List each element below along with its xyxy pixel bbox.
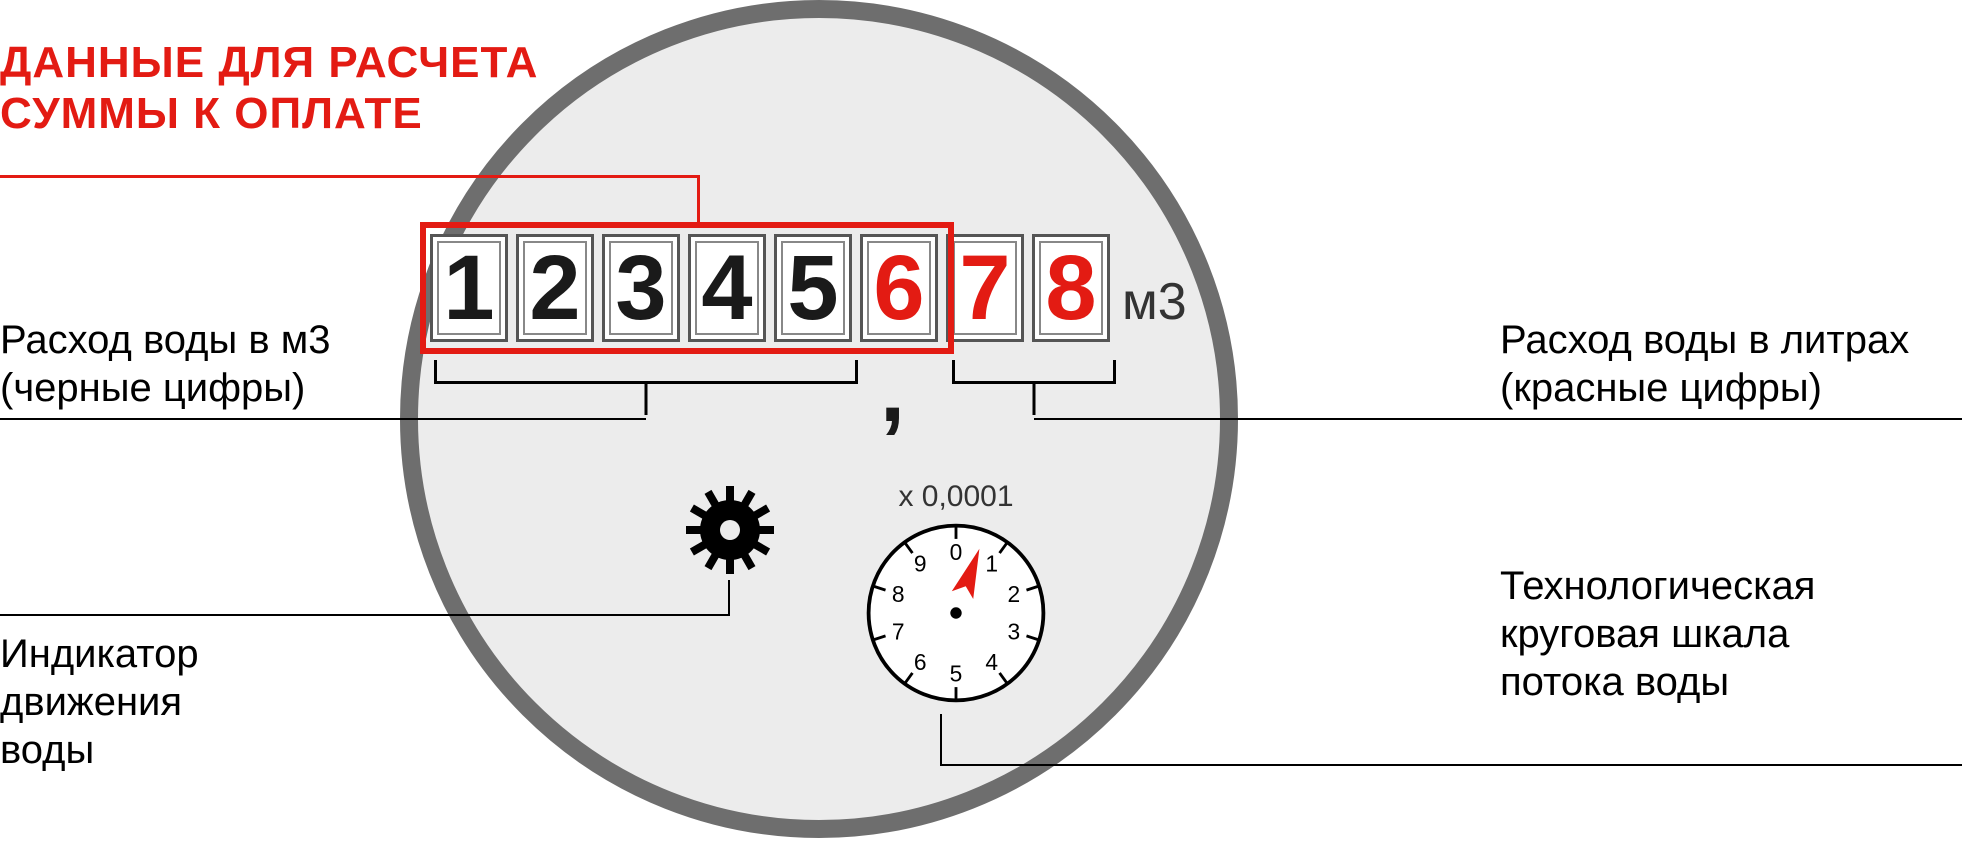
- svg-text:7: 7: [892, 618, 905, 644]
- digit-4: 4: [688, 234, 766, 342]
- label-dial: Технологическая круговая шкала потока во…: [1500, 562, 1815, 706]
- heading-line2: СУММЫ К ОПЛАТЕ: [0, 89, 538, 140]
- digit-row: 1 2 3 4 5 6 7 8 м3: [430, 234, 1187, 342]
- bracket-red-digits: [952, 360, 1116, 384]
- bracket-black-digits: [434, 360, 858, 384]
- digit-2: 2: [516, 234, 594, 342]
- bracket-red-stem: [1033, 381, 1036, 415]
- svg-text:4: 4: [985, 649, 998, 675]
- digit-6: 6: [860, 234, 938, 342]
- callout-line-red-h: [0, 175, 700, 178]
- svg-text:1: 1: [985, 550, 998, 576]
- label-indicator-line2: движения: [0, 678, 199, 726]
- connector-dial-h: [940, 764, 1962, 766]
- connector-dial-v: [940, 714, 942, 766]
- connector-indicator-v: [728, 580, 730, 616]
- gear-icon: [680, 480, 780, 580]
- svg-text:8: 8: [892, 581, 905, 607]
- diagram-stage: 1 2 3 4 5 6 7 8 м3 , Расход воды в м3 (ч…: [0, 0, 1962, 841]
- label-m3-line1: Расход воды в м3: [0, 316, 330, 364]
- digit-5: 5: [774, 234, 852, 342]
- label-dial-line3: потока воды: [1500, 658, 1815, 706]
- digit-1: 1: [430, 234, 508, 342]
- label-dial-line1: Технологическая: [1500, 562, 1815, 610]
- digit-8: 8: [1032, 234, 1110, 342]
- digit-3: 3: [602, 234, 680, 342]
- heading-line1: ДАННЫЕ ДЛЯ РАСЧЕТА: [0, 38, 538, 89]
- bracket-black-stem: [645, 381, 648, 415]
- flow-dial: x 0,0001 012 34567 89: [846, 480, 1066, 713]
- connector-indicator-h: [0, 614, 730, 616]
- flow-dial-label: x 0,0001: [846, 480, 1066, 514]
- label-indicator-line3: воды: [0, 726, 199, 774]
- flow-dial-svg: 012 34567 89: [861, 518, 1051, 708]
- svg-text:3: 3: [1007, 618, 1020, 644]
- label-m3-line2: (черные цифры): [0, 364, 330, 412]
- unit-m3: м3: [1122, 272, 1187, 332]
- label-liters-line2: (красные цифры): [1500, 364, 1909, 412]
- digit-7: 7: [946, 234, 1024, 342]
- connector-left-m3: [0, 418, 646, 420]
- svg-text:6: 6: [914, 649, 927, 675]
- heading: ДАННЫЕ ДЛЯ РАСЧЕТА СУММЫ К ОПЛАТЕ: [0, 38, 538, 139]
- label-indicator-line1: Индикатор: [0, 630, 199, 678]
- label-indicator: Индикатор движения воды: [0, 630, 199, 774]
- decimal-comma: ,: [880, 340, 905, 443]
- label-m3: Расход воды в м3 (черные цифры): [0, 316, 330, 412]
- svg-text:0: 0: [950, 539, 963, 565]
- svg-text:2: 2: [1007, 581, 1020, 607]
- svg-text:5: 5: [950, 660, 963, 686]
- connector-right-liters: [1034, 418, 1962, 420]
- svg-text:9: 9: [914, 550, 927, 576]
- callout-line-red-v: [697, 175, 700, 225]
- label-liters: Расход воды в литрах (красные цифры): [1500, 316, 1909, 412]
- label-dial-line2: круговая шкала: [1500, 610, 1815, 658]
- label-liters-line1: Расход воды в литрах: [1500, 316, 1909, 364]
